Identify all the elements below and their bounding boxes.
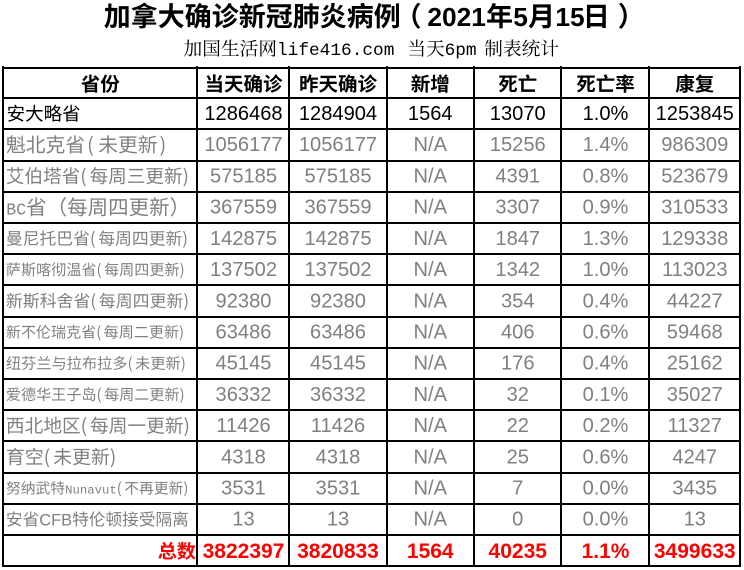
svg-text:BC: BC (6, 201, 26, 220)
svg-text:N/A: N/A (414, 384, 448, 406)
svg-text:406: 406 (501, 321, 535, 343)
svg-text:32: 32 (507, 384, 529, 406)
svg-text:92380: 92380 (310, 290, 366, 312)
svg-text:1056177: 1056177 (204, 134, 282, 156)
svg-text:25: 25 (507, 446, 529, 468)
svg-text:15256: 15256 (490, 134, 546, 156)
svg-text:1.0%: 1.0% (583, 103, 629, 125)
svg-text:36332: 36332 (216, 384, 272, 406)
svg-text:3820833: 3820833 (297, 540, 379, 563)
svg-text:0.6%: 0.6% (583, 446, 629, 468)
svg-text:life416.com: life416.com (277, 41, 394, 61)
svg-text:0: 0 (512, 509, 523, 531)
svg-text:N/A: N/A (414, 290, 448, 312)
svg-text:0.2%: 0.2% (583, 415, 629, 437)
svg-text:1284904: 1284904 (299, 103, 377, 125)
svg-text:N/A: N/A (414, 321, 448, 343)
svg-text:0.1%: 0.1% (583, 384, 629, 406)
svg-text:92380: 92380 (216, 290, 272, 312)
svg-text:3822397: 3822397 (203, 540, 285, 563)
svg-text:1.1%: 1.1% (582, 540, 630, 563)
svg-text:1342: 1342 (495, 259, 540, 281)
svg-text:63486: 63486 (216, 321, 272, 343)
svg-text:367559: 367559 (304, 197, 371, 219)
svg-text:367559: 367559 (210, 197, 277, 219)
svg-text:N/A: N/A (414, 165, 448, 187)
svg-text:N/A: N/A (414, 415, 448, 437)
svg-text:13: 13 (327, 509, 349, 531)
svg-text:6pm: 6pm (445, 41, 477, 61)
svg-text:35027: 35027 (667, 384, 723, 406)
svg-text:1564: 1564 (407, 540, 454, 563)
svg-text:7: 7 (512, 477, 523, 499)
svg-text:22: 22 (507, 415, 529, 437)
svg-text:4318: 4318 (316, 446, 361, 468)
svg-text:Nunavut: Nunavut (65, 483, 117, 497)
svg-text:1056177: 1056177 (299, 134, 377, 156)
svg-text:3307: 3307 (495, 197, 540, 219)
svg-text:176: 176 (501, 353, 535, 375)
svg-text:113023: 113023 (662, 259, 728, 281)
svg-text:13070: 13070 (490, 103, 546, 125)
svg-text:N/A: N/A (414, 446, 448, 468)
svg-text:N/A: N/A (414, 134, 448, 156)
svg-text:986309: 986309 (661, 134, 728, 156)
svg-text:CFB: CFB (39, 511, 72, 529)
svg-text:25162: 25162 (667, 353, 723, 375)
svg-text:11426: 11426 (311, 415, 365, 437)
svg-text:N/A: N/A (414, 259, 448, 281)
svg-text:11327: 11327 (668, 415, 722, 437)
svg-text:13: 13 (232, 509, 254, 531)
svg-text:3531: 3531 (316, 477, 361, 499)
svg-text:1564: 1564 (408, 103, 453, 125)
svg-text:13: 13 (684, 509, 706, 531)
svg-text:4391: 4391 (495, 165, 540, 187)
svg-text:0.9%: 0.9% (583, 197, 629, 219)
svg-text:N/A: N/A (414, 228, 448, 250)
svg-text:63486: 63486 (310, 321, 366, 343)
svg-text:1253845: 1253845 (656, 103, 734, 125)
svg-text:3499633: 3499633 (654, 540, 736, 563)
svg-text:N/A: N/A (414, 353, 448, 375)
svg-text:142875: 142875 (304, 228, 371, 250)
svg-text:0.0%: 0.0% (583, 477, 629, 499)
svg-text:3435: 3435 (672, 477, 717, 499)
svg-text:129338: 129338 (661, 228, 728, 250)
svg-text:137502: 137502 (210, 259, 277, 281)
svg-text:523679: 523679 (661, 165, 728, 187)
svg-text:354: 354 (501, 290, 535, 312)
svg-text:36332: 36332 (310, 384, 366, 406)
svg-text:2021: 2021 (427, 2, 486, 32)
svg-text:N/A: N/A (414, 509, 448, 531)
svg-text:4318: 4318 (221, 446, 266, 468)
svg-text:45145: 45145 (216, 353, 272, 375)
svg-text:310533: 310533 (661, 197, 728, 219)
svg-text:1.0%: 1.0% (583, 259, 629, 281)
svg-text:3531: 3531 (221, 477, 266, 499)
svg-text:11426: 11426 (216, 415, 270, 437)
svg-text:40235: 40235 (489, 540, 548, 563)
svg-text:0.8%: 0.8% (583, 165, 629, 187)
svg-text:15: 15 (555, 2, 584, 32)
svg-text:59468: 59468 (667, 321, 723, 343)
svg-text:5: 5 (513, 2, 528, 32)
svg-text:1847: 1847 (495, 228, 540, 250)
svg-text:4247: 4247 (672, 446, 717, 468)
svg-text:137502: 137502 (304, 259, 371, 281)
svg-text:1286468: 1286468 (204, 103, 282, 125)
svg-text:142875: 142875 (210, 228, 277, 250)
svg-text:1.4%: 1.4% (583, 134, 629, 156)
svg-text:575185: 575185 (304, 165, 371, 187)
svg-text:0.6%: 0.6% (583, 321, 629, 343)
svg-text:44227: 44227 (667, 290, 723, 312)
svg-text:0.4%: 0.4% (583, 353, 629, 375)
svg-text:1.3%: 1.3% (583, 228, 629, 250)
svg-text:0.4%: 0.4% (583, 290, 629, 312)
svg-text:N/A: N/A (414, 477, 448, 499)
svg-text:N/A: N/A (414, 197, 448, 219)
svg-text:45145: 45145 (310, 353, 366, 375)
svg-text:0.0%: 0.0% (583, 509, 629, 531)
svg-text:575185: 575185 (210, 165, 277, 187)
